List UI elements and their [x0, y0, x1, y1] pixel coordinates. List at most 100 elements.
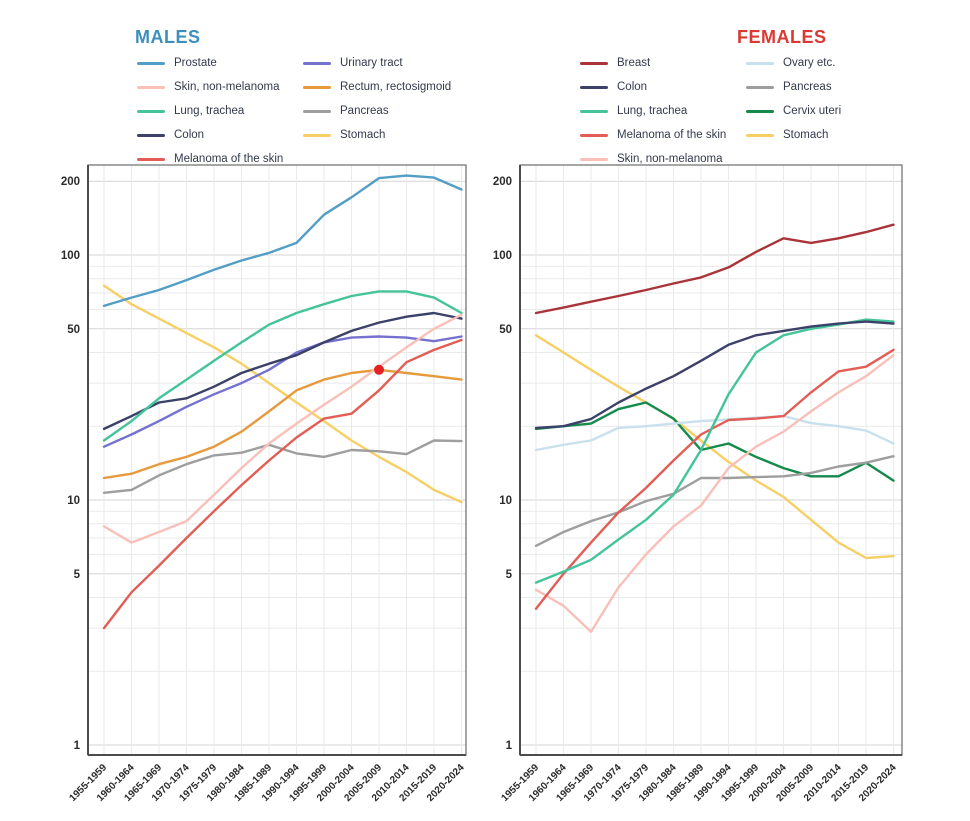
series-line-skin-non-melanoma	[534, 354, 895, 633]
legend-label-colon: Colon	[174, 129, 205, 141]
series-lines	[102, 174, 463, 630]
y-gridlines	[88, 180, 466, 746]
legend-column: Ovary etc. Pancreas Cervix uteri Stomach	[746, 51, 912, 171]
legend-label-melanoma-of-the-skin: Melanoma of the skin	[174, 153, 284, 165]
males-title: MALES	[135, 27, 201, 47]
legend-swatch-pancreas	[303, 109, 331, 113]
series-line-stomach	[534, 334, 895, 560]
x-tick-labels: 1955-19591960-19641965-19691970-19741975…	[68, 762, 467, 804]
legend-swatch-skin-non-melanoma	[137, 85, 165, 89]
legend-label-pancreas: Pancreas	[340, 105, 389, 117]
y-tick-label: 50	[67, 324, 80, 336]
legend-label-melanoma-of-the-skin: Melanoma of the skin	[617, 129, 727, 141]
y-tick-label: 5	[506, 569, 513, 581]
legend-item-prostate: Prostate	[137, 51, 303, 75]
legend-swatch-prostate	[137, 61, 165, 65]
legend-swatch-rectum-rectosigmoid	[303, 85, 331, 89]
legend-item-lung-trachea: Lung, trachea	[137, 99, 303, 123]
x-gridlines	[103, 165, 462, 755]
legend-item-melanoma-of-the-skin: Melanoma of the skin	[137, 147, 303, 171]
legend-label-stomach: Stomach	[783, 129, 829, 141]
legend-item-cervix-uteri: Cervix uteri	[746, 99, 912, 123]
y-tick-label: 100	[493, 250, 512, 262]
females-legend: Breast Colon Lung, trachea Melanoma of the …	[580, 51, 912, 171]
females-title: FEMALES	[737, 27, 827, 47]
legend-label-stomach: Stomach	[340, 129, 386, 141]
panel-border	[87, 164, 467, 756]
legend-item-lung-trachea: Lung, trachea	[580, 99, 746, 123]
y-tick-label: 1	[506, 740, 513, 752]
y-tick-label: 5	[74, 569, 81, 581]
legend-item-stomach: Stomach	[303, 123, 469, 147]
legend-label-ovary-etc: Ovary etc.	[783, 57, 836, 69]
legend-swatch-lung-trachea	[137, 109, 165, 113]
legend-swatch-stomach	[746, 133, 774, 137]
y-tick-label: 100	[61, 250, 80, 262]
legend-item-urinary-tract: Urinary tract	[303, 51, 469, 75]
series-line-melanoma-of-the-skin	[534, 348, 895, 610]
y-tick-label: 10	[67, 495, 80, 507]
legend-swatch-breast	[580, 61, 608, 65]
legend-swatch-ovary-etc	[746, 61, 774, 65]
legend-item-pancreas: Pancreas	[746, 75, 912, 99]
series-line-prostate	[102, 174, 463, 308]
legend-swatch-colon	[137, 133, 165, 137]
series-line-stomach	[102, 284, 463, 504]
legend-swatch-cervix-uteri	[746, 109, 774, 113]
legend-swatch-lung-trachea	[580, 109, 608, 113]
legend-item-skin-non-melanoma: Skin, non-melanoma	[580, 147, 746, 171]
legend-column: Breast Colon Lung, trachea Melanoma of the …	[580, 51, 746, 171]
series-lines	[534, 223, 895, 633]
highlight-point	[374, 364, 384, 375]
males-legend: Prostate Skin, non-melanoma Lung, trachea C…	[137, 51, 469, 171]
legend-column: Prostate Skin, non-melanoma Lung, trachea C…	[137, 51, 303, 171]
series-line-pancreas	[534, 455, 895, 547]
legend-item-rectum-rectosigmoid: Rectum, rectosigmoid	[303, 75, 469, 99]
legend-label-pancreas: Pancreas	[783, 81, 832, 93]
legend-item-ovary-etc: Ovary etc.	[746, 51, 912, 75]
y-tick-label: 1	[74, 740, 81, 752]
legend-item-colon: Colon	[137, 123, 303, 147]
legend-label-cervix-uteri: Cervix uteri	[783, 105, 842, 117]
legend-swatch-pancreas	[746, 85, 774, 89]
legend-label-skin-non-melanoma: Skin, non-melanoma	[174, 81, 280, 93]
legend-item-pancreas: Pancreas	[303, 99, 469, 123]
legend-item-stomach: Stomach	[746, 123, 912, 147]
x-tick-labels: 1955-19591960-19641965-19691970-19741975…	[500, 762, 899, 804]
series-line-colon	[102, 311, 463, 431]
legend-label-lung-trachea: Lung, trachea	[617, 105, 688, 117]
legend-label-skin-non-melanoma: Skin, non-melanoma	[617, 153, 723, 165]
legend-swatch-skin-non-melanoma	[580, 157, 608, 161]
y-tick-labels: 1 5 10 50 100 200	[61, 176, 81, 752]
legend-swatch-urinary-tract	[303, 61, 331, 65]
males-chart: 1 5 10 50 100 200 1955-19591960-19641965-19691…	[61, 164, 467, 804]
series-line-rectum-rectosigmoid	[102, 368, 463, 480]
series-line-lung-trachea	[102, 290, 463, 442]
legend-label-rectum-rectosigmoid: Rectum, rectosigmoid	[340, 81, 452, 93]
y-tick-label: 200	[493, 176, 512, 188]
y-tick-labels: 1 5 10 50 100 200	[493, 176, 513, 752]
legend-swatch-stomach	[303, 133, 331, 137]
legend-label-prostate: Prostate	[174, 57, 217, 69]
legend-label-colon: Colon	[617, 81, 648, 93]
x-gridlines	[535, 165, 894, 755]
series-line-breast	[534, 223, 895, 315]
y-gridlines	[520, 180, 902, 746]
series-line-melanoma-of-the-skin	[102, 338, 463, 630]
series-line-colon	[534, 320, 895, 430]
series-line-urinary-tract	[102, 335, 463, 448]
females-chart: 1 5 10 50 100 200 1955-19591960-19641965-19691…	[493, 164, 903, 804]
legend-swatch-colon	[580, 85, 608, 89]
panel-border	[519, 164, 903, 756]
y-tick-label: 200	[61, 176, 80, 188]
legend-swatch-melanoma-of-the-skin	[137, 157, 165, 161]
legend-label-lung-trachea: Lung, trachea	[174, 105, 245, 117]
legend-item-skin-non-melanoma: Skin, non-melanoma	[137, 75, 303, 99]
legend-item-breast: Breast	[580, 51, 746, 75]
legend-label-urinary-tract: Urinary tract	[340, 57, 403, 69]
legend-item-melanoma-of-the-skin: Melanoma of the skin	[580, 123, 746, 147]
legend-label-breast: Breast	[617, 57, 651, 69]
y-tick-label: 50	[499, 324, 512, 336]
